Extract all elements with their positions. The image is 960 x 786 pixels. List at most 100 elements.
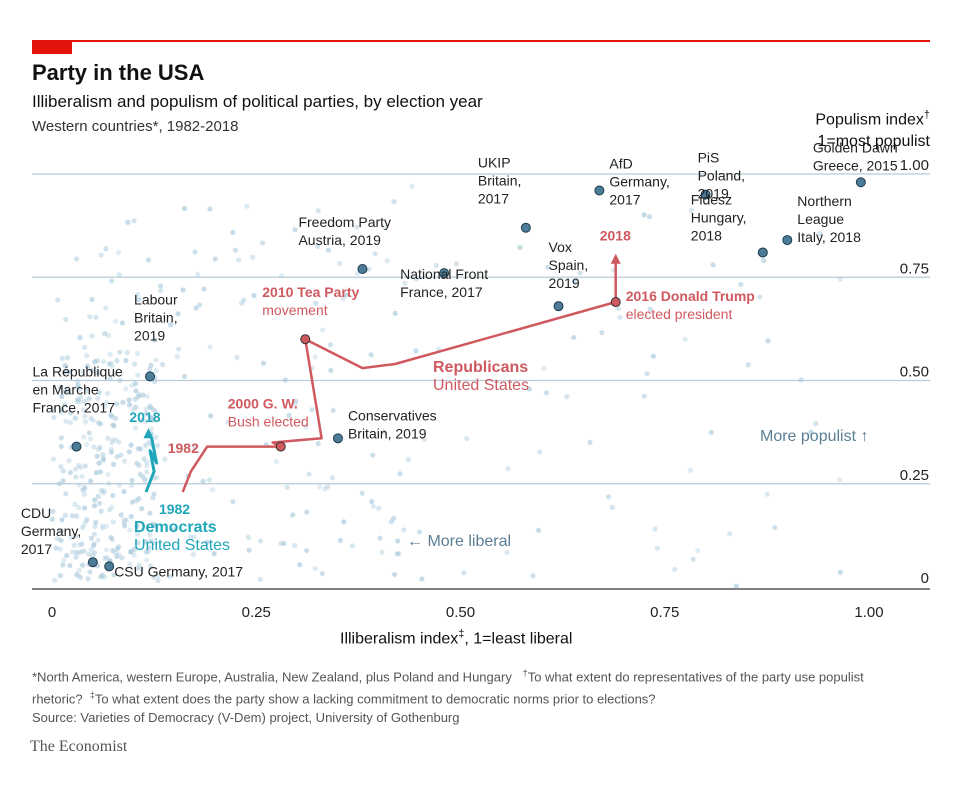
party-label: La République en Marche France, 2017 xyxy=(33,364,124,416)
party-dot xyxy=(79,562,86,568)
party-dot xyxy=(162,456,168,462)
party-dot xyxy=(110,547,116,553)
labelled-party-dot xyxy=(855,177,866,188)
party-dot xyxy=(652,526,658,532)
party-dot xyxy=(59,355,65,361)
party-dot xyxy=(63,491,69,497)
party-dot xyxy=(225,419,231,425)
party-dot xyxy=(330,407,336,414)
party-dot xyxy=(76,504,82,511)
party-dot xyxy=(340,296,346,302)
gridlines xyxy=(32,173,930,590)
party-dot xyxy=(64,552,70,559)
party-dot xyxy=(325,484,331,490)
party-dot xyxy=(577,270,583,276)
party-dot xyxy=(133,404,139,410)
party-dot xyxy=(76,387,82,393)
party-dot xyxy=(388,518,394,525)
party-dot xyxy=(98,487,105,494)
party-dot xyxy=(92,359,98,365)
party-dot xyxy=(142,475,148,482)
x-tick-label: 0 xyxy=(48,604,56,621)
party-dot xyxy=(107,376,113,382)
party-label: Golden Dawn Greece, 2015 xyxy=(813,139,898,173)
party-dot xyxy=(808,429,814,435)
footnote-dagger: † xyxy=(522,668,528,678)
party-dot xyxy=(413,348,419,354)
democrats-series-label: Democrats United States xyxy=(134,519,230,554)
party-dot xyxy=(101,359,107,365)
party-dot xyxy=(192,445,198,451)
party-dot xyxy=(138,417,144,424)
party-dot xyxy=(545,264,551,270)
double-dagger-mark: ‡ xyxy=(458,628,465,640)
party-dot xyxy=(370,452,376,458)
party-dot xyxy=(733,583,739,589)
footnote-illiberalism: To what extent does the party show a lac… xyxy=(94,691,656,707)
party-dot xyxy=(108,360,114,366)
party-dot xyxy=(76,482,82,488)
party-dot xyxy=(564,394,570,400)
party-dot xyxy=(57,384,64,391)
party-dot xyxy=(757,294,763,300)
x-axis-note: , 1=least liberal xyxy=(464,630,573,648)
party-dot xyxy=(421,436,428,443)
party-dot xyxy=(155,572,161,579)
party-label: Conservatives Britain, 2019 xyxy=(348,407,437,441)
party-dot xyxy=(58,464,64,470)
party-dot xyxy=(98,252,104,258)
party-dot xyxy=(208,413,214,419)
y-tick-label: 0 xyxy=(921,570,929,587)
party-dot xyxy=(251,292,257,299)
party-dot xyxy=(74,399,80,405)
party-dot xyxy=(103,400,110,406)
party-dot xyxy=(106,361,112,367)
party-dot xyxy=(92,497,98,503)
party-dot xyxy=(453,261,459,267)
party-dot xyxy=(197,302,203,308)
y-axis-note: 1=most populist xyxy=(817,133,930,151)
party-dot xyxy=(99,523,105,529)
party-dot xyxy=(317,484,323,490)
party-dot xyxy=(708,429,714,435)
party-dot xyxy=(84,352,90,359)
party-dot xyxy=(145,548,151,555)
party-dot xyxy=(77,574,83,580)
party-dot xyxy=(572,279,578,285)
party-dot xyxy=(306,471,312,477)
party-label: UKIP Britain, 2017 xyxy=(478,155,522,207)
party-dot xyxy=(86,396,92,402)
party-dot xyxy=(91,503,97,509)
party-dot xyxy=(394,551,400,557)
party-dot xyxy=(88,415,94,422)
party-dot xyxy=(96,420,102,426)
party-dot xyxy=(517,244,523,251)
party-dot xyxy=(127,527,133,533)
party-dot xyxy=(131,218,137,224)
party-dot xyxy=(772,524,778,531)
party-dot xyxy=(413,276,420,282)
party-dot xyxy=(121,458,128,464)
party-dot xyxy=(813,421,819,427)
footnote-source: Source: Varieties of Democracy (V-Dem) p… xyxy=(32,709,460,725)
party-dot xyxy=(95,395,101,401)
party-dot xyxy=(145,257,152,263)
party-dot xyxy=(135,394,141,400)
party-dot xyxy=(695,548,701,554)
party-dot xyxy=(103,547,110,553)
party-dot xyxy=(104,390,111,396)
republicans-end-year: 2018 xyxy=(600,228,631,244)
party-dot xyxy=(137,471,143,477)
party-dot xyxy=(69,549,75,555)
party-dot xyxy=(127,402,133,408)
republicans-annotation: 2010 Tea Party movement xyxy=(262,284,359,318)
party-dot xyxy=(55,297,61,303)
republicans-annotation: 2016 Donald Trump elected president xyxy=(626,288,755,322)
labelled-party-dot xyxy=(104,561,115,572)
party-dot xyxy=(376,505,382,511)
party-dot xyxy=(112,318,119,324)
republicans-start-year: 1982 xyxy=(168,440,199,456)
party-label: AfD Germany, 2017 xyxy=(609,156,669,208)
party-dot xyxy=(530,573,536,579)
